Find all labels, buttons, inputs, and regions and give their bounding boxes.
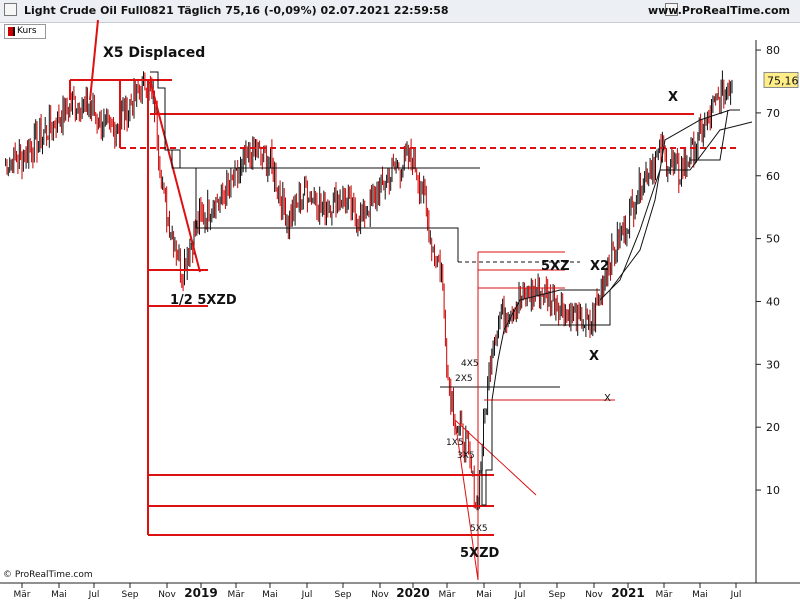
x-month-label: Sep [122, 590, 139, 600]
price-tag-box [763, 71, 799, 88]
series-legend[interactable]: Kurs [4, 24, 46, 39]
annotation-label: 1/2 5XZD [170, 293, 237, 308]
x-month-label: Mär [656, 590, 673, 600]
channel-lower [171, 150, 459, 262]
trend-line [454, 419, 479, 581]
x-month-label: Mär [14, 590, 31, 600]
x-month-label: Jul [88, 590, 100, 600]
x-month-label: Mär [228, 590, 245, 600]
trend-line [454, 419, 537, 496]
x-month-label: Mai [262, 590, 278, 600]
x-month-label: Nov [158, 590, 176, 600]
y-tick-label: 40 [766, 295, 780, 308]
y-tick-label: 30 [766, 358, 780, 371]
annotation-label: 5XZD [460, 546, 499, 561]
annotation-label: 5XZ [541, 259, 570, 274]
x-axis-ticks: Mär Mai Jul Sep Nov 2019 Mär Mai Jul Sep Nov 2020 Mä… [14, 583, 742, 600]
x-month-label: Jul [514, 590, 526, 600]
y-tick-label: 60 [766, 170, 780, 183]
annotation-label: 4X5 [461, 359, 479, 369]
y-axis-ticks: 10 20 30 40 50 60 70 80 [756, 44, 780, 497]
x-month-label: Jul [730, 590, 742, 600]
last-price-tag: 75,16 [763, 71, 799, 88]
x-year-label: 2020 [396, 586, 429, 600]
annotation-label: X [668, 90, 678, 105]
x-month-label: Mai [51, 590, 67, 600]
x-month-label: Mai [692, 590, 708, 600]
channel-upper [150, 71, 480, 169]
channel-step [690, 109, 729, 161]
candle-swatch-icon [8, 27, 15, 36]
legend-label: Kurs [17, 26, 37, 36]
x-month-label: Nov [371, 590, 389, 600]
x-year-label: 2019 [184, 586, 217, 600]
annotation-label: X2 [590, 259, 609, 274]
y-tick-label: 20 [766, 421, 780, 434]
channel-step [481, 289, 600, 506]
annotation-label: X [589, 349, 599, 364]
trend-line [89, 19, 99, 101]
x-month-label: Sep [549, 590, 566, 600]
settings-icon[interactable] [665, 3, 678, 16]
channel-step [599, 121, 753, 301]
chart-title: Light Crude Oil Full0821 Täglich 75,16 (… [24, 4, 449, 17]
annotation-label: 5X5 [470, 524, 488, 534]
price-tag-label: 75,16 [767, 74, 799, 87]
chart-annotations: X5 Displaced 1/2 5XZD 5XZD 5XZ X2 X X 4X5 2X5 1X5… [103, 45, 678, 561]
y-tick-label: 80 [766, 44, 780, 57]
annotation-label: 3X5 [457, 451, 475, 461]
annotation-label: 1X5 [446, 438, 464, 448]
x-month-label: Mär [439, 590, 456, 600]
y-tick-label: 50 [766, 233, 780, 246]
y-tick-label: 70 [766, 107, 780, 120]
x-month-label: Jul [301, 590, 313, 600]
annotation-label: X [604, 393, 611, 404]
y-tick-label: 10 [766, 484, 780, 497]
annotation-label: X5 Displaced [103, 45, 205, 61]
copyright-notice: © ProRealTime.com [3, 570, 93, 580]
support-resistance-overlays [69, 19, 753, 581]
title-bar: Light Crude Oil Full0821 Täglich 75,16 (… [0, 0, 800, 23]
annotation-label: 2X5 [455, 374, 473, 384]
x-month-label: Mai [476, 590, 492, 600]
site-url[interactable]: www.ProRealTime.com [647, 4, 790, 17]
trend-line [149, 79, 201, 273]
x-year-label: 2021 [611, 586, 644, 600]
x-month-label: Sep [335, 590, 352, 600]
price-candles [5, 70, 733, 511]
x-month-label: Nov [585, 590, 603, 600]
channel-step [540, 109, 740, 326]
window-menu-icon[interactable] [4, 3, 17, 16]
